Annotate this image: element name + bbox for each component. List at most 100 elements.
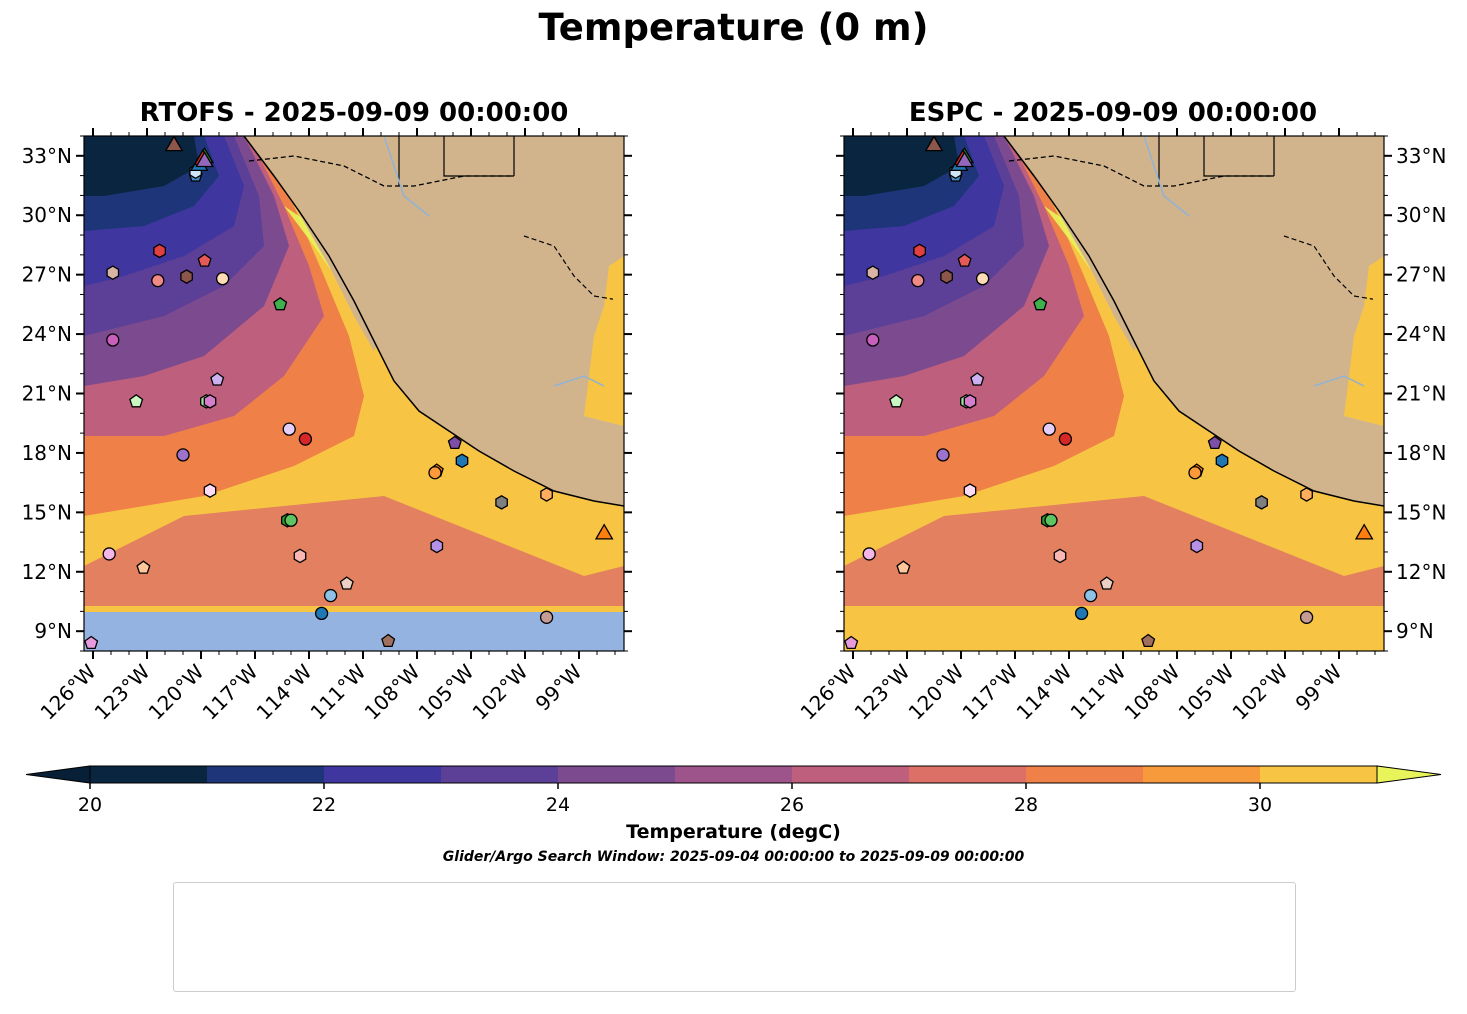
espc-marker-sg672	[1354, 523, 1374, 540]
espc-lon-tick-label: 99°W	[1291, 659, 1347, 715]
rtofs-marker-4902328	[215, 271, 230, 286]
rtofs-lon-tick-label: 105°W	[414, 659, 479, 724]
colorbar-segment	[441, 766, 559, 783]
espc-lon-tick-label: 114°W	[1012, 659, 1077, 724]
rtofs-lat-tick-label: 21°N	[22, 382, 72, 406]
espc-lat-tick-label: 33°N	[1396, 144, 1446, 168]
colorbar-segment	[675, 766, 793, 783]
rtofs-lon-tick-label: 117°W	[198, 659, 263, 724]
rtofs-marker-3902386	[540, 487, 553, 502]
espc-marker-4903195	[911, 273, 925, 288]
rtofs-lon-tick-label: 126°W	[36, 659, 101, 724]
espc-lon-tick-label: 120°W	[904, 659, 969, 724]
colorbar-tick-label: 22	[312, 794, 336, 816]
espc-marker-3902277	[1083, 588, 1098, 603]
rtofs-no-data-region	[84, 612, 624, 651]
colorbar-segment	[558, 766, 676, 783]
rtofs-lat-tick-label: 33°N	[22, 144, 72, 168]
rtofs-lon-tick-label: 99°W	[531, 659, 587, 715]
espc-marker-4903010	[1044, 513, 1058, 527]
colorbar-tick-label: 28	[1014, 794, 1038, 816]
colorbar-segment	[909, 766, 1027, 783]
rtofs-marker-1902270	[314, 606, 329, 621]
colorbar-label: Temperature (degC)	[626, 821, 841, 843]
espc-marker-4903516	[1190, 538, 1204, 554]
rtofs-marker-4903184	[298, 432, 313, 446]
colorbar-segment	[1143, 766, 1261, 783]
espc-marker-5905300	[1042, 422, 1056, 436]
colorbar-tick-label: 26	[780, 794, 804, 816]
espc-lat-tick-label: 12°N	[1396, 560, 1446, 584]
espc-marker-3902375	[1188, 466, 1202, 480]
espc-lat-tick-label: 18°N	[1396, 441, 1446, 465]
rtofs-lat-tick-label: 12°N	[22, 560, 72, 584]
colorbar-tick-label: 20	[78, 794, 102, 816]
rtofs-marker-2903857	[455, 453, 469, 469]
rtofs-lat-tick-label: 24°N	[22, 322, 72, 346]
rtofs-marker-5907053	[203, 483, 217, 498]
rtofs-lat-tick-label: 15°N	[22, 500, 72, 524]
espc-lat-tick-label: 30°N	[1396, 203, 1446, 227]
espc-marker-1902270	[1074, 606, 1089, 621]
espc-marker-5906449	[1099, 576, 1114, 590]
search-window-text: Glider/Argo Search Window: 2025-09-04 00…	[442, 849, 1025, 865]
espc-marker-5906798	[963, 394, 977, 409]
espc-marker-4902475	[1033, 297, 1048, 311]
rtofs-marker-5905300	[282, 422, 296, 436]
espc-marker-4903200	[1053, 548, 1067, 564]
espc-lon-tick-label: 102°W	[1228, 659, 1293, 724]
espc-marker-5906857	[862, 547, 876, 561]
rtofs-marker-5906023	[381, 633, 396, 648]
rtofs-marker-4902475	[273, 297, 288, 311]
espc-marker-2903857	[1215, 453, 1229, 469]
colorbar-segment	[324, 766, 442, 783]
espc-panel-title: ESPC - 2025-09-09 00:00:00	[908, 98, 1318, 128]
rtofs-lon-tick-label: 114°W	[252, 659, 317, 724]
espc-marker-5906090	[1299, 610, 1314, 624]
colorbar-segment	[207, 766, 325, 783]
rtofs-marker-4903516	[430, 538, 444, 554]
rtofs-marker-5907056	[495, 495, 508, 510]
espc-marker-sp058	[924, 135, 944, 152]
colorbar-segment	[1026, 766, 1144, 783]
figure-title: Temperature (0 m)	[538, 6, 929, 49]
rtofs-marker-5906017	[180, 269, 193, 284]
rtofs-marker-4903185	[153, 243, 166, 259]
espc-lon-tick-label: 126°W	[796, 659, 861, 724]
espc-marker-5906853	[844, 635, 859, 650]
espc-lat-tick-label: 9°N	[1396, 619, 1434, 643]
espc-marker-4903294	[1207, 435, 1222, 450]
colorbar-segment	[1260, 766, 1378, 783]
espc-marker-4903318	[936, 448, 950, 462]
colorbar-over-arrow	[1376, 765, 1442, 784]
rtofs-marker-4903200	[293, 548, 307, 564]
rtofs-marker-4903743	[210, 372, 225, 386]
espc-marker-4903743	[970, 372, 985, 386]
espc-map	[844, 136, 1384, 651]
rtofs-lat-tick-label: 18°N	[22, 441, 72, 465]
rtofs-lon-tick-label: 111°W	[306, 659, 371, 724]
rtofs-marker-sp058	[164, 135, 184, 152]
espc-marker-4903183	[889, 393, 904, 408]
espc-marker-4903185	[913, 243, 926, 259]
rtofs-lat-tick-label: 27°N	[22, 263, 72, 287]
espc-lon-tick-label: 111°W	[1066, 659, 1131, 724]
rtofs-panel-title: RTOFS - 2025-09-09 00:00:00	[139, 98, 569, 128]
rtofs-marker-5906853	[84, 635, 99, 650]
espc-marker-4903188	[957, 253, 972, 267]
rtofs-marker-4903188	[197, 253, 212, 267]
rtofs-marker-3902277	[323, 588, 338, 603]
colorbar-tick-label: 30	[1248, 794, 1272, 816]
rtofs-lon-tick-label: 108°W	[360, 659, 425, 724]
rtofs-lon-tick-label: 123°W	[90, 659, 155, 724]
colorbar-under-arrow	[25, 765, 91, 784]
rtofs-lat-tick-label: 30°N	[22, 203, 72, 227]
espc-lon-tick-label: 105°W	[1174, 659, 1239, 724]
colorbar-segment	[90, 766, 208, 783]
rtofs-map	[84, 136, 624, 651]
rtofs-marker-sp040	[195, 151, 214, 168]
rtofs-marker-4902316	[136, 560, 151, 574]
espc-marker-3902386	[1300, 487, 1313, 502]
rtofs-marker-5906857	[102, 547, 116, 561]
